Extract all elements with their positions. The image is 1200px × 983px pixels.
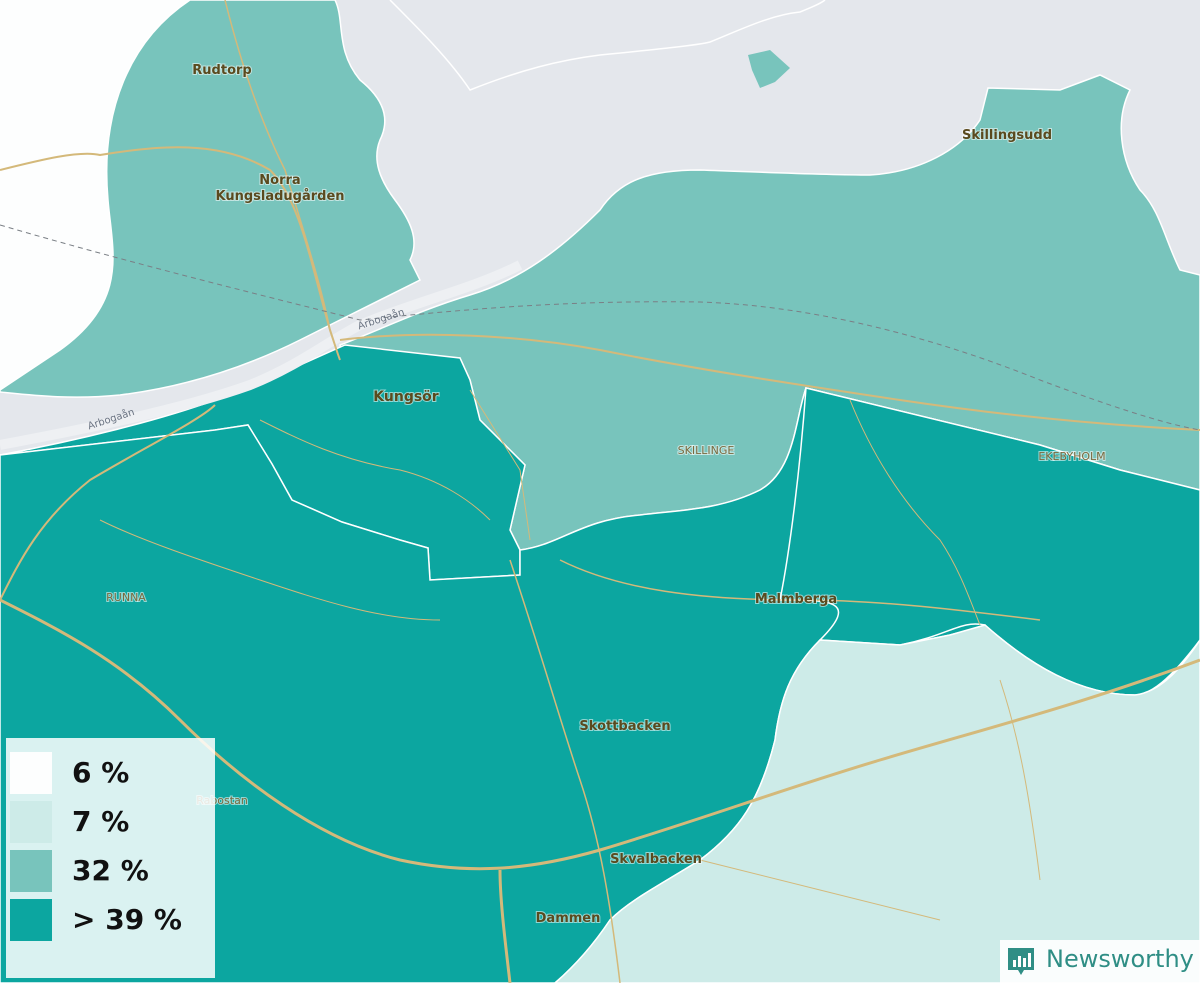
newsworthy-brand[interactable]: Newsworthy	[1000, 940, 1200, 983]
place-label-skvalbacken: Skvalbacken	[610, 852, 702, 867]
legend-label: 7 %	[72, 805, 130, 838]
place-label-skottbacken: Skottbacken	[579, 719, 670, 734]
place-label-ekebyholm: EKEBYHOLM	[1038, 450, 1105, 463]
region-6-percent[interactable]	[0, 0, 190, 390]
legend-item-7-percent: 7 %	[10, 801, 210, 843]
brand-name: Newsworthy	[1046, 945, 1194, 973]
place-label-norra: Norra	[259, 173, 300, 188]
place-label-kungsladugarden: Kungsladugården	[215, 189, 344, 204]
lake-shoreline	[389, 0, 826, 91]
place-label-malmberga: Malmberga	[755, 592, 837, 607]
legend-item-6-percent: 6 %	[10, 752, 210, 794]
railway	[0, 224, 1200, 431]
legend-label: 6 %	[72, 756, 130, 789]
place-label-kungsor: Kungsör	[373, 389, 439, 405]
legend-swatch	[10, 752, 52, 794]
island	[748, 50, 790, 88]
place-label-rudtorp: Rudtorp	[192, 63, 251, 78]
legend-swatch	[10, 899, 52, 941]
place-label-skillingsudd: Skillingsudd	[962, 128, 1052, 143]
place-label-runna: RUNNA	[106, 591, 146, 604]
river-arbogaan	[0, 260, 523, 450]
region-32-percent-northwest[interactable]	[0, 0, 422, 398]
legend-label: 32 %	[72, 854, 149, 887]
legend-item-over-39-percent: > 39 %	[10, 899, 210, 941]
legend-swatch	[10, 850, 52, 892]
place-label-dammen: Dammen	[536, 911, 601, 926]
legend-item-32-percent: 32 %	[10, 850, 210, 892]
legend-swatch	[10, 801, 52, 843]
place-label-skillinge: SKILLINGE	[678, 444, 735, 457]
map-legend: 6 % 7 % 32 % > 39 %	[6, 738, 215, 978]
newsworthy-logo-icon	[1008, 948, 1034, 975]
legend-label: > 39 %	[72, 903, 182, 936]
